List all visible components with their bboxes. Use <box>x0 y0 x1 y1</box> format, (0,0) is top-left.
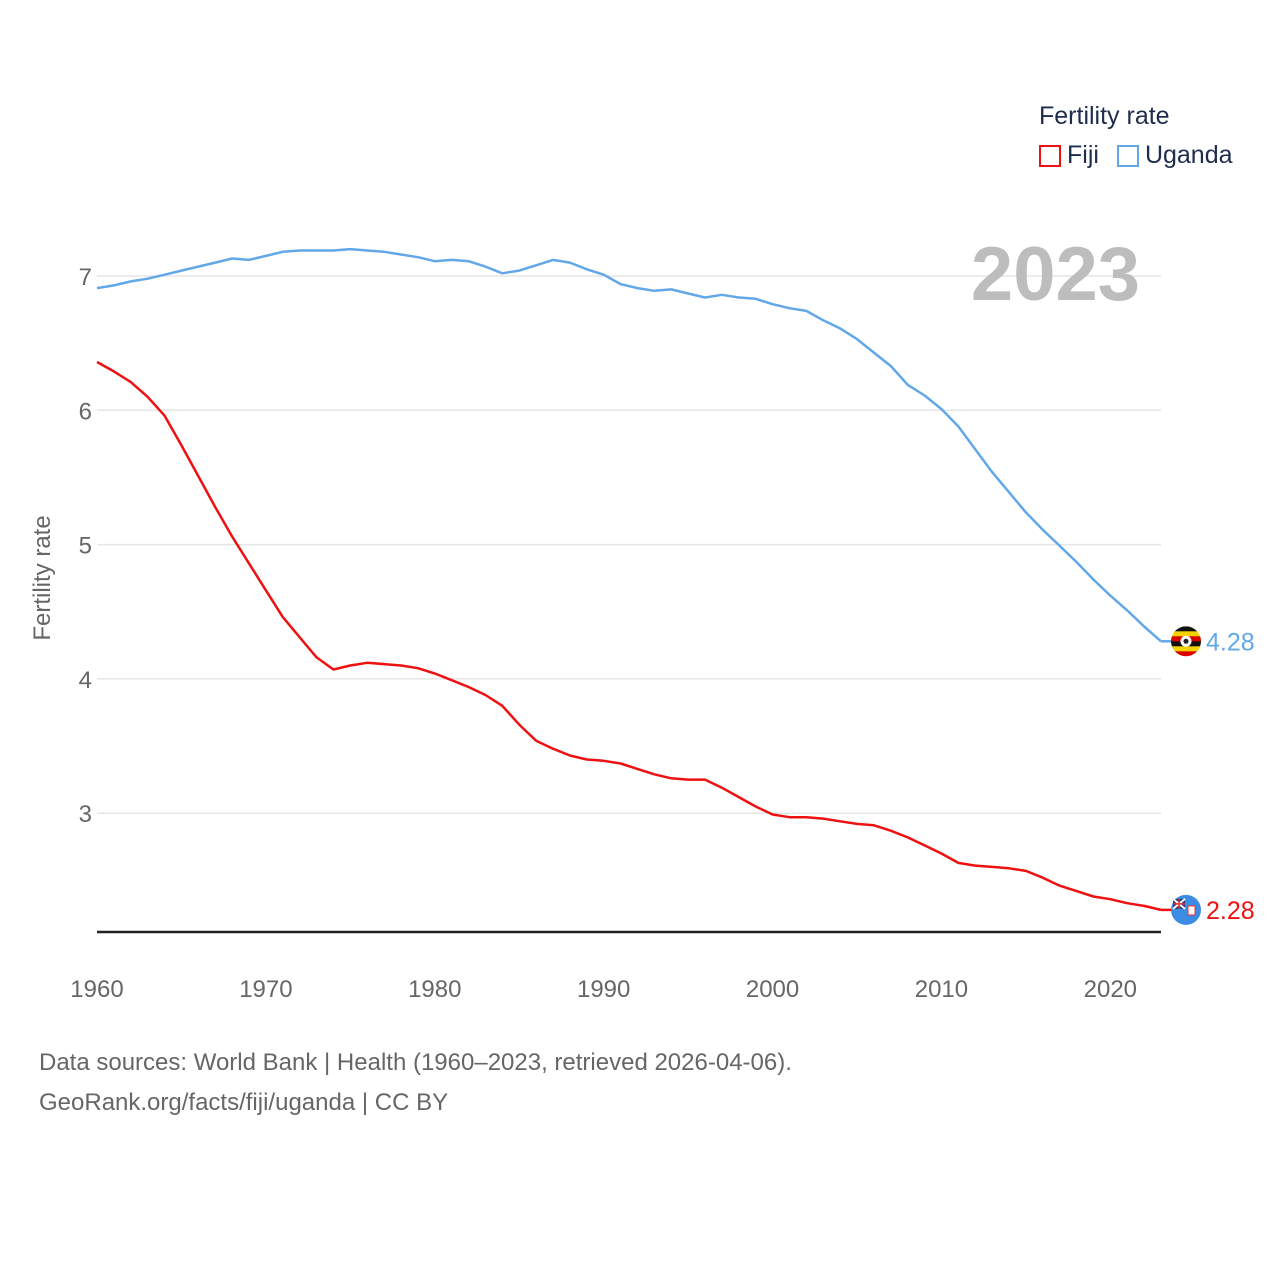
x-tick-label: 2020 <box>1084 976 1137 1003</box>
x-tick-label: 1960 <box>70 976 123 1003</box>
legend-swatch-fiji <box>1039 144 1061 167</box>
series-line-fiji <box>96 360 1162 912</box>
x-tick-label: 1990 <box>577 976 630 1003</box>
y-tick-label: 5 <box>79 533 92 560</box>
x-tick-label: 2010 <box>915 976 968 1003</box>
legend-label-fiji: Fiji <box>1067 141 1099 169</box>
end-markers: 2.28 4.28 <box>1161 626 1255 925</box>
end-value-uganda: 4.28 <box>1206 628 1255 656</box>
uganda-flag-icon <box>1171 626 1201 657</box>
year-watermark: 2023 <box>971 232 1140 317</box>
legend-item-uganda[interactable]: Uganda <box>1116 141 1233 170</box>
gridlines <box>97 275 1161 814</box>
y-tick-label: 6 <box>79 398 92 425</box>
y-tick-label: 7 <box>79 264 92 291</box>
x-axis-ticks: 1960 1970 1980 1990 2000 2010 2020 <box>70 976 1137 1003</box>
legend-title: Fertility rate <box>1039 102 1170 130</box>
legend-label-uganda: Uganda <box>1144 141 1233 169</box>
y-tick-label: 3 <box>79 801 92 828</box>
y-tick-label: 4 <box>79 667 92 694</box>
x-tick-label: 1970 <box>239 976 292 1003</box>
legend-swatch-uganda <box>1116 144 1139 167</box>
source-note: Data sources: World Bank | Health (1960–… <box>39 1043 792 1123</box>
source-line-1: Data sources: World Bank | Health (1960–… <box>39 1049 792 1076</box>
end-value-fiji: 2.28 <box>1206 897 1255 925</box>
legend-item-fiji[interactable]: Fiji <box>1039 141 1099 170</box>
y-axis-ticks: 3 4 5 6 7 <box>79 264 92 828</box>
series-line-uganda <box>96 247 1162 643</box>
source-line-2: GeoRank.org/facts/fiji/uganda | CC BY <box>39 1089 449 1116</box>
y-axis-label: Fertility rate <box>29 515 56 640</box>
series-lines <box>96 247 1162 912</box>
legend: Fertility rate Fiji Uganda <box>1039 100 1251 170</box>
x-tick-label: 2000 <box>746 976 799 1003</box>
fiji-flag-icon <box>1171 894 1201 925</box>
x-tick-label: 1980 <box>408 976 461 1003</box>
